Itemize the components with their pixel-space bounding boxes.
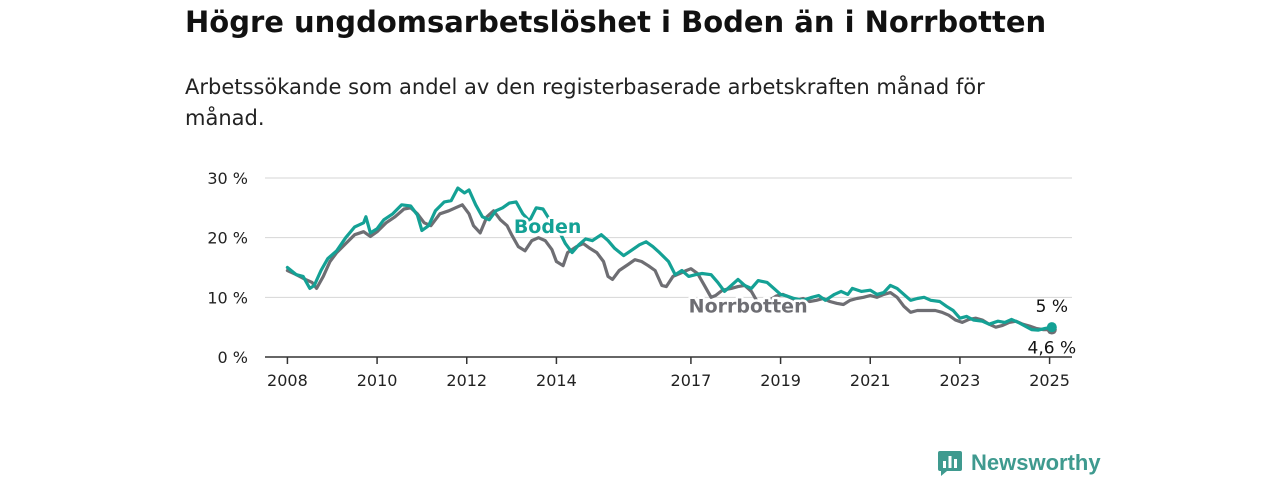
x-tick-label: 2017 [671,371,712,390]
x-tick-label: 2008 [267,371,308,390]
y-tick-label: 30 % [207,169,248,188]
x-tick-label: 2019 [760,371,801,390]
series-label-boden: Boden [514,216,582,238]
series-labels: Boden Norrbotten 5 % 4,6 % [511,213,1077,359]
y-tick-label: 20 % [207,229,248,248]
y-tick-label: 0 % [218,348,248,367]
y-tick-label: 10 % [207,288,248,307]
series-line-boden [285,186,1054,332]
x-tick-label: 2021 [850,371,891,390]
x-tick-label: 2010 [357,371,398,390]
gridlines [265,177,1072,298]
x-tick-label: 2012 [446,371,487,390]
x-tick-label: 2025 [1029,371,1070,390]
end-value-label-boden: 5 % [1036,297,1068,317]
newsworthy-logo-icon [938,451,962,476]
axes: 0 % 10 % 20 % 30 % 2008 2010 2012 2014 2017 2019 2… [207,169,1072,390]
end-value-label-norrbotten: 4,6 % [1028,339,1077,359]
series-lines [285,186,1057,335]
chart-subtitle: Arbetssökande som andel av den registerb… [185,75,985,130]
brand-name: Newsworthy [971,450,1101,475]
x-tick-label: 2014 [536,371,577,390]
brand-logo: Newsworthy [937,448,1101,478]
series-end-point-boden [1046,322,1057,333]
chart-title: Högre ungdomsarbetslöshet i Boden än i N… [185,5,1047,39]
x-tick-label: 2023 [940,371,981,390]
series-label-norrbotten: Norrbotten [689,295,808,317]
